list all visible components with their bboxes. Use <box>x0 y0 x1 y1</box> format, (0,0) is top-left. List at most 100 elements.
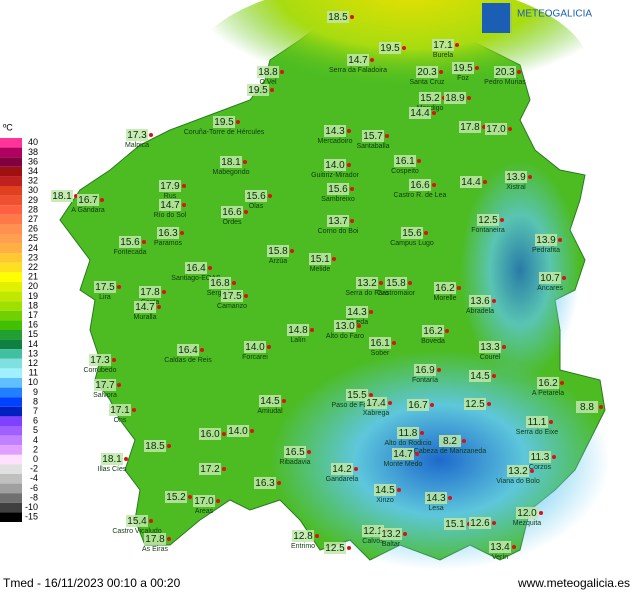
temperature: 13.4 <box>490 542 510 553</box>
station-name: Lalín <box>290 337 305 344</box>
legend-label: 4 <box>33 435 38 445</box>
value-box <box>284 446 306 458</box>
temperature: 12.5 <box>465 399 485 410</box>
station-dot <box>347 129 351 133</box>
temperature: 14.0 <box>325 160 345 171</box>
station-dot <box>222 467 226 471</box>
legend-swatch <box>0 301 22 311</box>
value-box <box>227 425 249 437</box>
legend-label: 22 <box>28 262 38 272</box>
temperature: 12.1 <box>363 526 383 537</box>
legend-swatch <box>0 474 22 484</box>
value-box <box>422 325 444 337</box>
station-name: Guitiriz-Mirador <box>311 172 360 179</box>
station-name: Burela <box>433 52 453 59</box>
station-name: Boveda <box>421 338 445 345</box>
legend-label: -15 <box>25 512 38 522</box>
temperature: 14.5 <box>260 396 280 407</box>
temperature: 18.1 <box>221 157 241 168</box>
station-dot <box>430 403 434 407</box>
value-box <box>379 42 401 54</box>
station-dot <box>315 534 319 538</box>
legend-label: 28 <box>28 204 38 214</box>
station-dot <box>462 439 466 443</box>
legend-swatch <box>0 157 22 167</box>
temperature: 8.2 <box>443 436 457 447</box>
temperature: 17.1 <box>110 405 130 416</box>
station-dot <box>417 159 421 163</box>
value-box <box>324 159 346 171</box>
station-name: Corzos <box>529 464 552 471</box>
value-box <box>346 389 368 401</box>
station-name: Mabegondo <box>213 169 250 176</box>
value-box <box>199 428 221 440</box>
station-name: Malpica <box>125 142 149 149</box>
station-dot <box>100 198 104 202</box>
value-box <box>247 84 269 96</box>
temperature: 17.3 <box>90 355 110 366</box>
legend-label: 32 <box>28 176 38 186</box>
value-box <box>346 306 368 318</box>
station-name: Corrubedo <box>83 367 116 374</box>
value-box <box>221 206 243 218</box>
temperature: 14.0 <box>245 342 265 353</box>
legend-label: 15 <box>28 329 38 339</box>
temperature: 15.6 <box>328 184 348 195</box>
temperature: 16.5 <box>285 447 305 458</box>
temperature: 16.2 <box>423 326 443 337</box>
legend-label: 18 <box>28 300 38 310</box>
value-box <box>347 54 369 66</box>
value-box <box>419 92 441 104</box>
station-dot <box>492 374 496 378</box>
station-name: Foz <box>457 75 469 82</box>
station-name: Alto do Faro <box>326 333 364 340</box>
legend-swatch <box>0 397 22 407</box>
timestamp: Tmed - 16/11/2023 00:10 a 00:20 <box>3 576 181 590</box>
value-box <box>185 262 207 274</box>
station-dot <box>528 175 532 179</box>
station-name: Caldas de Reis <box>164 357 212 364</box>
value-box <box>157 227 179 239</box>
temperature: 19.5 <box>380 43 400 54</box>
station-dot <box>432 111 436 115</box>
temperature: 14.8 <box>288 325 308 336</box>
temperature: 11.8 <box>399 428 418 439</box>
station-name: Ordes <box>222 219 242 226</box>
value-box <box>220 156 242 168</box>
station-dot <box>117 285 121 289</box>
value-box <box>356 277 378 289</box>
temperature: 17.5 <box>95 282 115 293</box>
legend-swatch <box>0 138 22 148</box>
temperature: 15.6 <box>120 237 140 248</box>
value-box <box>416 66 438 78</box>
station-name: Cabeza de Manzaneda <box>414 448 486 455</box>
value-box <box>397 427 419 439</box>
legend-label: 0 <box>33 454 38 464</box>
temperature: 12.0 <box>517 508 537 519</box>
station-name: Abradela <box>466 308 494 315</box>
legend-label: 12 <box>28 358 38 368</box>
station-dot <box>244 294 248 298</box>
legend-swatch <box>0 426 22 436</box>
value-box <box>507 465 529 477</box>
station-name: Xabrega <box>363 410 390 417</box>
temperature: 16.6 <box>222 207 242 218</box>
legend-label: 40 <box>28 137 38 147</box>
legend-swatch <box>0 195 22 206</box>
legend-label: 24 <box>28 243 38 253</box>
station-dot <box>243 160 247 164</box>
station-name: Areas <box>195 508 214 515</box>
value-box <box>199 463 221 475</box>
station-name: Mercadoiro <box>317 138 352 145</box>
temperature: 20.3 <box>495 67 515 78</box>
station-name: Castro R. de Lea <box>394 192 447 199</box>
station-dot <box>445 329 449 333</box>
temperature: 18.5 <box>328 12 348 23</box>
legend-swatch <box>0 502 22 513</box>
station-name: Coruña-Torre de Hércules <box>184 129 265 136</box>
station-name: Santiago-EOAS <box>171 275 221 282</box>
station-dot <box>244 210 248 214</box>
temperature: 15.2 <box>420 93 440 104</box>
value-box <box>401 227 423 239</box>
station-dot <box>415 452 419 456</box>
